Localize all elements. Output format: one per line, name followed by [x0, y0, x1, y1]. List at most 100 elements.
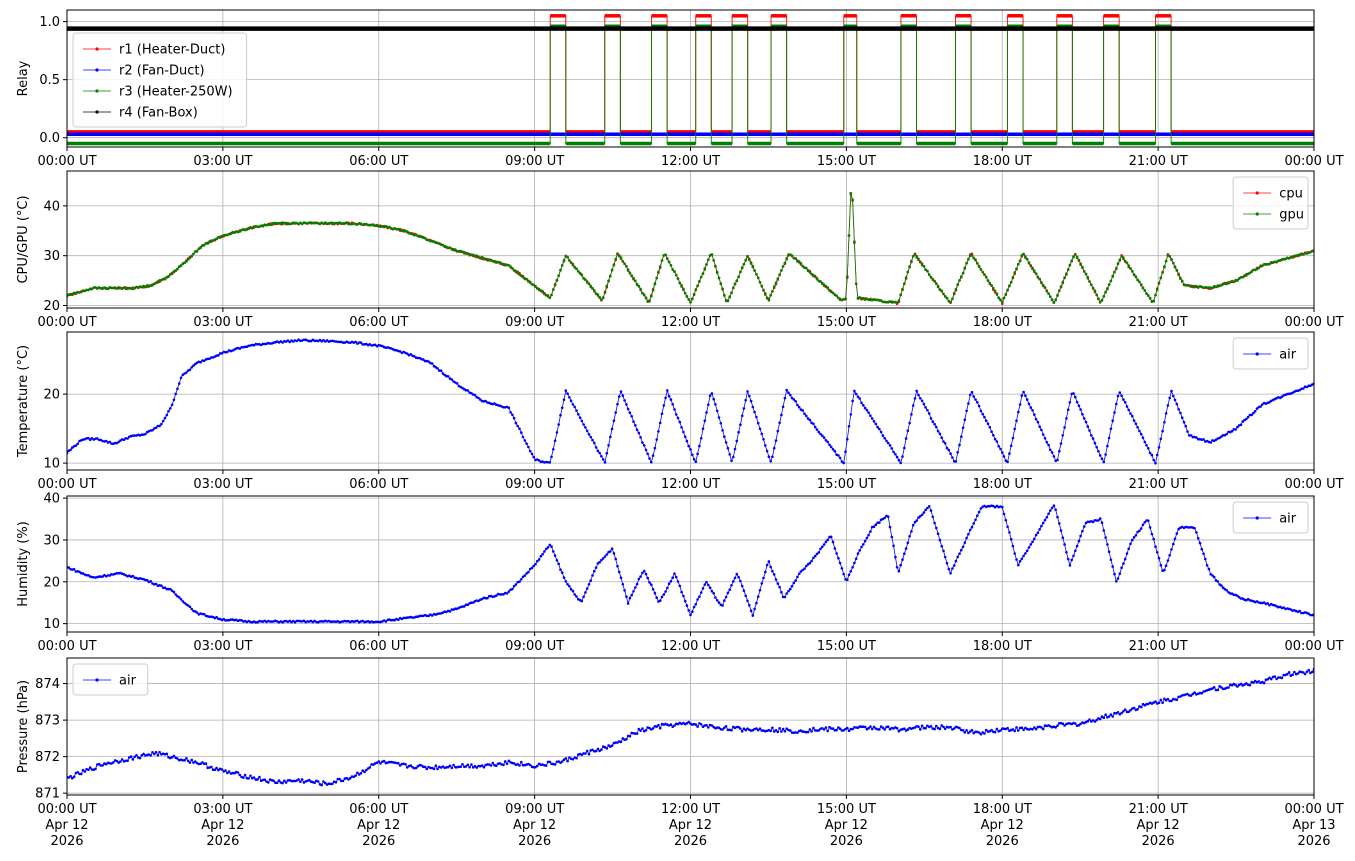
x-tick-label: 15:00 UT	[817, 315, 876, 330]
data-point-gpu	[144, 285, 147, 289]
data-point-air	[1111, 419, 1114, 423]
data-point-air	[847, 425, 851, 428]
data-point-air	[801, 409, 804, 412]
data-point-gpu	[689, 301, 692, 304]
data-point-air	[774, 729, 778, 732]
data-point-air	[812, 556, 815, 560]
x-tick-label: Apr 12	[201, 818, 244, 833]
data-point-gpu	[185, 260, 188, 263]
data-point-air	[878, 728, 881, 731]
data-point-air	[1074, 549, 1077, 553]
data-point-air	[1006, 525, 1009, 529]
x-tick-label: 06:00 UT	[349, 315, 408, 330]
data-point-air	[1017, 410, 1020, 414]
data-point-air	[1234, 683, 1237, 687]
data-point-air	[553, 554, 557, 557]
data-point-gpu	[609, 274, 612, 278]
x-tick-label: Apr 12	[45, 818, 88, 833]
data-point-air	[641, 441, 644, 444]
data-point-air	[999, 729, 1002, 732]
legend-frame	[72, 663, 149, 696]
data-point-gpu	[509, 265, 512, 268]
data-point-air	[181, 373, 185, 377]
data-point-air	[236, 771, 240, 774]
data-point-air	[243, 773, 247, 777]
data-point-air	[514, 421, 518, 425]
data-point-air	[730, 584, 733, 587]
data-point-air	[862, 543, 865, 546]
data-point-air	[658, 599, 662, 602]
data-point-air	[879, 430, 883, 434]
data-point-air	[1008, 452, 1011, 455]
data-point-air	[544, 547, 548, 551]
data-point-air	[1273, 675, 1277, 678]
data-point-gpu	[607, 279, 610, 283]
data-point-air	[582, 595, 585, 599]
data-point-air	[160, 584, 163, 587]
data-point-air	[302, 619, 306, 623]
data-point-gpu	[951, 297, 954, 301]
y-axis-label: Relay	[16, 60, 31, 96]
data-point-air	[696, 598, 699, 601]
data-point-gpu	[1097, 297, 1100, 300]
data-point-air	[1262, 601, 1266, 604]
data-point-air	[520, 760, 523, 764]
data-point-air	[1011, 728, 1015, 731]
data-point-air	[1200, 547, 1204, 551]
data-point-air	[676, 580, 680, 583]
data-point-air	[1097, 449, 1100, 453]
data-point-gpu	[568, 259, 571, 262]
data-point-air	[683, 435, 687, 439]
data-point-air	[651, 454, 655, 457]
data-point-air	[154, 582, 158, 586]
data-point-air	[699, 723, 703, 726]
data-point-air	[906, 429, 910, 433]
data-point-air	[740, 730, 744, 733]
data-point-air	[1050, 506, 1054, 510]
data-point-gpu	[195, 250, 199, 253]
data-point-air	[749, 399, 753, 403]
data-point-air	[858, 397, 861, 400]
data-point-gpu	[368, 223, 372, 227]
data-point-air	[605, 553, 609, 556]
data-point-air	[967, 532, 970, 536]
data-point-air	[719, 422, 723, 425]
data-point-air	[678, 420, 682, 424]
data-point-air	[67, 776, 71, 779]
data-point-air	[701, 587, 705, 590]
data-point-air	[958, 552, 961, 555]
data-point-gpu	[981, 270, 984, 274]
data-point-air	[767, 455, 771, 459]
data-point-air	[397, 762, 400, 765]
data-point-air	[954, 559, 958, 563]
data-point-gpu	[1177, 273, 1180, 277]
data-point-air	[742, 589, 746, 592]
data-point-gpu	[464, 252, 468, 255]
data-point-gpu	[1141, 286, 1145, 290]
data-point-air	[1125, 552, 1129, 555]
data-point-air	[815, 428, 819, 431]
data-point-air	[584, 426, 587, 429]
data-point-air	[1122, 710, 1125, 713]
data-point-gpu	[617, 254, 621, 258]
data-point-gpu	[854, 282, 858, 286]
data-point-gpu	[1123, 259, 1127, 263]
data-point-air	[482, 765, 486, 769]
data-point-air	[1159, 698, 1163, 702]
data-point-air	[712, 397, 715, 401]
data-point-gpu	[703, 268, 707, 271]
data-point-air	[945, 561, 949, 565]
data-point-air	[892, 450, 895, 454]
data-point-gpu	[1170, 257, 1173, 261]
data-point-air	[778, 421, 781, 425]
data-point-air	[1148, 526, 1152, 529]
data-point-air	[1182, 420, 1186, 424]
data-point-air	[819, 432, 822, 436]
data-point-air	[890, 447, 894, 450]
data-point-gpu	[1109, 279, 1113, 283]
data-point-air	[534, 562, 537, 566]
data-point-air	[176, 387, 179, 391]
data-point-gpu	[929, 276, 933, 279]
data-point-gpu	[772, 285, 776, 288]
data-point-air	[144, 432, 147, 436]
